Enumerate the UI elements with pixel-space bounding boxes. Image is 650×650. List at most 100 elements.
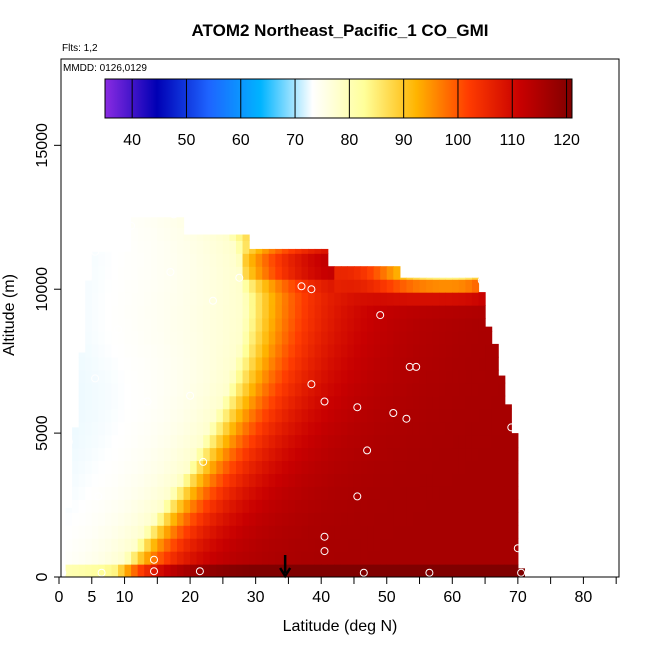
heatmap-cell — [98, 253, 106, 267]
heatmap-cell — [124, 486, 132, 500]
heatmap-cell — [426, 525, 434, 539]
heatmap-cell — [360, 512, 368, 526]
heatmap-cell — [124, 251, 132, 254]
heatmap-cell — [255, 460, 263, 474]
heatmap-cell — [399, 292, 408, 306]
heatmap-cell — [222, 395, 231, 410]
heatmap-cell — [118, 538, 126, 552]
heatmap-cell — [419, 292, 427, 306]
heatmap-cell — [235, 408, 244, 423]
heatmap-cell — [373, 538, 381, 552]
heatmap-cell — [452, 343, 460, 358]
heatmap-cell — [465, 277, 473, 280]
heatmap-cell — [439, 486, 447, 500]
heatmap-cell — [262, 460, 270, 474]
heatmap-cell — [452, 512, 460, 526]
heatmap-cell — [170, 292, 178, 306]
heatmap-cell — [144, 421, 152, 436]
heatmap-cell — [229, 266, 237, 280]
heatmap-cell — [406, 369, 414, 384]
heatmap-cell — [321, 447, 329, 462]
heatmap-cell — [249, 292, 257, 306]
heatmap-cell — [163, 460, 172, 474]
heatmap-cell — [308, 253, 316, 267]
x-tick-label-30: 30 — [247, 589, 265, 606]
heatmap-cell — [478, 305, 486, 319]
heatmap-cell — [478, 369, 486, 384]
heatmap-cell — [262, 356, 270, 371]
heatmap-cell — [465, 564, 473, 577]
heatmap-cell — [353, 408, 362, 423]
heatmap-cell — [262, 248, 270, 254]
heatmap-cell — [85, 382, 93, 397]
flight-point — [320, 532, 329, 541]
heatmap-cell — [412, 551, 421, 565]
heatmap-cell — [419, 564, 427, 577]
heatmap-cell — [491, 369, 499, 384]
heatmap-cell — [65, 525, 73, 539]
heatmap-cell — [104, 525, 113, 539]
heatmap-cell — [399, 395, 408, 410]
heatmap-cell — [91, 343, 99, 358]
heatmap-cell — [281, 421, 290, 436]
heatmap-cell — [249, 486, 257, 500]
heatmap-cell — [353, 538, 362, 552]
heatmap-cell — [255, 551, 263, 565]
heatmap-cell — [262, 447, 270, 462]
heatmap-cell — [314, 382, 322, 397]
heatmap-cell — [439, 434, 447, 449]
heatmap-cell — [511, 434, 519, 449]
heatmap-cell — [104, 251, 113, 254]
heatmap-cell — [170, 551, 178, 565]
heatmap-cell — [321, 512, 329, 526]
heatmap-cell — [294, 434, 303, 449]
heatmap-cell — [216, 234, 224, 241]
heatmap-cell — [91, 512, 99, 526]
heatmap-cell — [275, 551, 283, 565]
heatmap-cell — [452, 486, 460, 500]
heatmap-cell — [327, 369, 335, 384]
heatmap-cell — [445, 343, 453, 358]
heatmap-cell — [209, 447, 217, 462]
heatmap-cell — [340, 369, 349, 384]
heatmap-cell — [222, 564, 231, 577]
heatmap-cell — [452, 473, 460, 487]
heatmap-cell — [163, 330, 172, 345]
heatmap-cell — [321, 395, 329, 410]
heatmap-cell — [170, 473, 178, 487]
heatmap-cell — [65, 512, 73, 526]
heatmap-cell — [288, 305, 296, 319]
heatmap-cell — [249, 447, 257, 462]
colorbar-rect — [104, 78, 573, 119]
heatmap-cell — [452, 369, 460, 384]
heatmap-cell — [334, 330, 342, 345]
heatmap-cell — [347, 473, 355, 487]
heatmap-cell — [426, 369, 434, 384]
heatmap-cell — [262, 551, 270, 565]
heatmap-cell — [150, 499, 158, 513]
heatmap-cell — [275, 538, 283, 552]
heatmap-cell — [439, 277, 447, 280]
heatmap-cell — [144, 460, 152, 474]
flight-point — [81, 247, 90, 256]
heatmap-cell — [504, 447, 512, 462]
colorbar-tick-label-50: 50 — [178, 132, 196, 149]
heatmap-cell — [445, 318, 453, 332]
heatmap-cell — [321, 551, 329, 565]
flight-point — [68, 397, 77, 406]
heatmap-cell — [255, 525, 263, 539]
heatmap-cell — [471, 395, 480, 410]
heatmap-cell — [104, 499, 113, 513]
heatmap-cell — [471, 512, 480, 526]
heatmap-cell — [485, 395, 493, 410]
heatmap-cell — [347, 434, 355, 449]
heatmap-cell — [288, 447, 296, 462]
heatmap-cell — [301, 447, 309, 462]
heatmap-cell — [327, 434, 335, 449]
heatmap-cell — [347, 525, 355, 539]
heatmap-cell — [78, 395, 86, 410]
heatmap-cell — [85, 318, 93, 332]
heatmap-cell — [511, 499, 519, 513]
heatmap-cell — [399, 486, 408, 500]
heatmap-cell — [406, 564, 414, 577]
